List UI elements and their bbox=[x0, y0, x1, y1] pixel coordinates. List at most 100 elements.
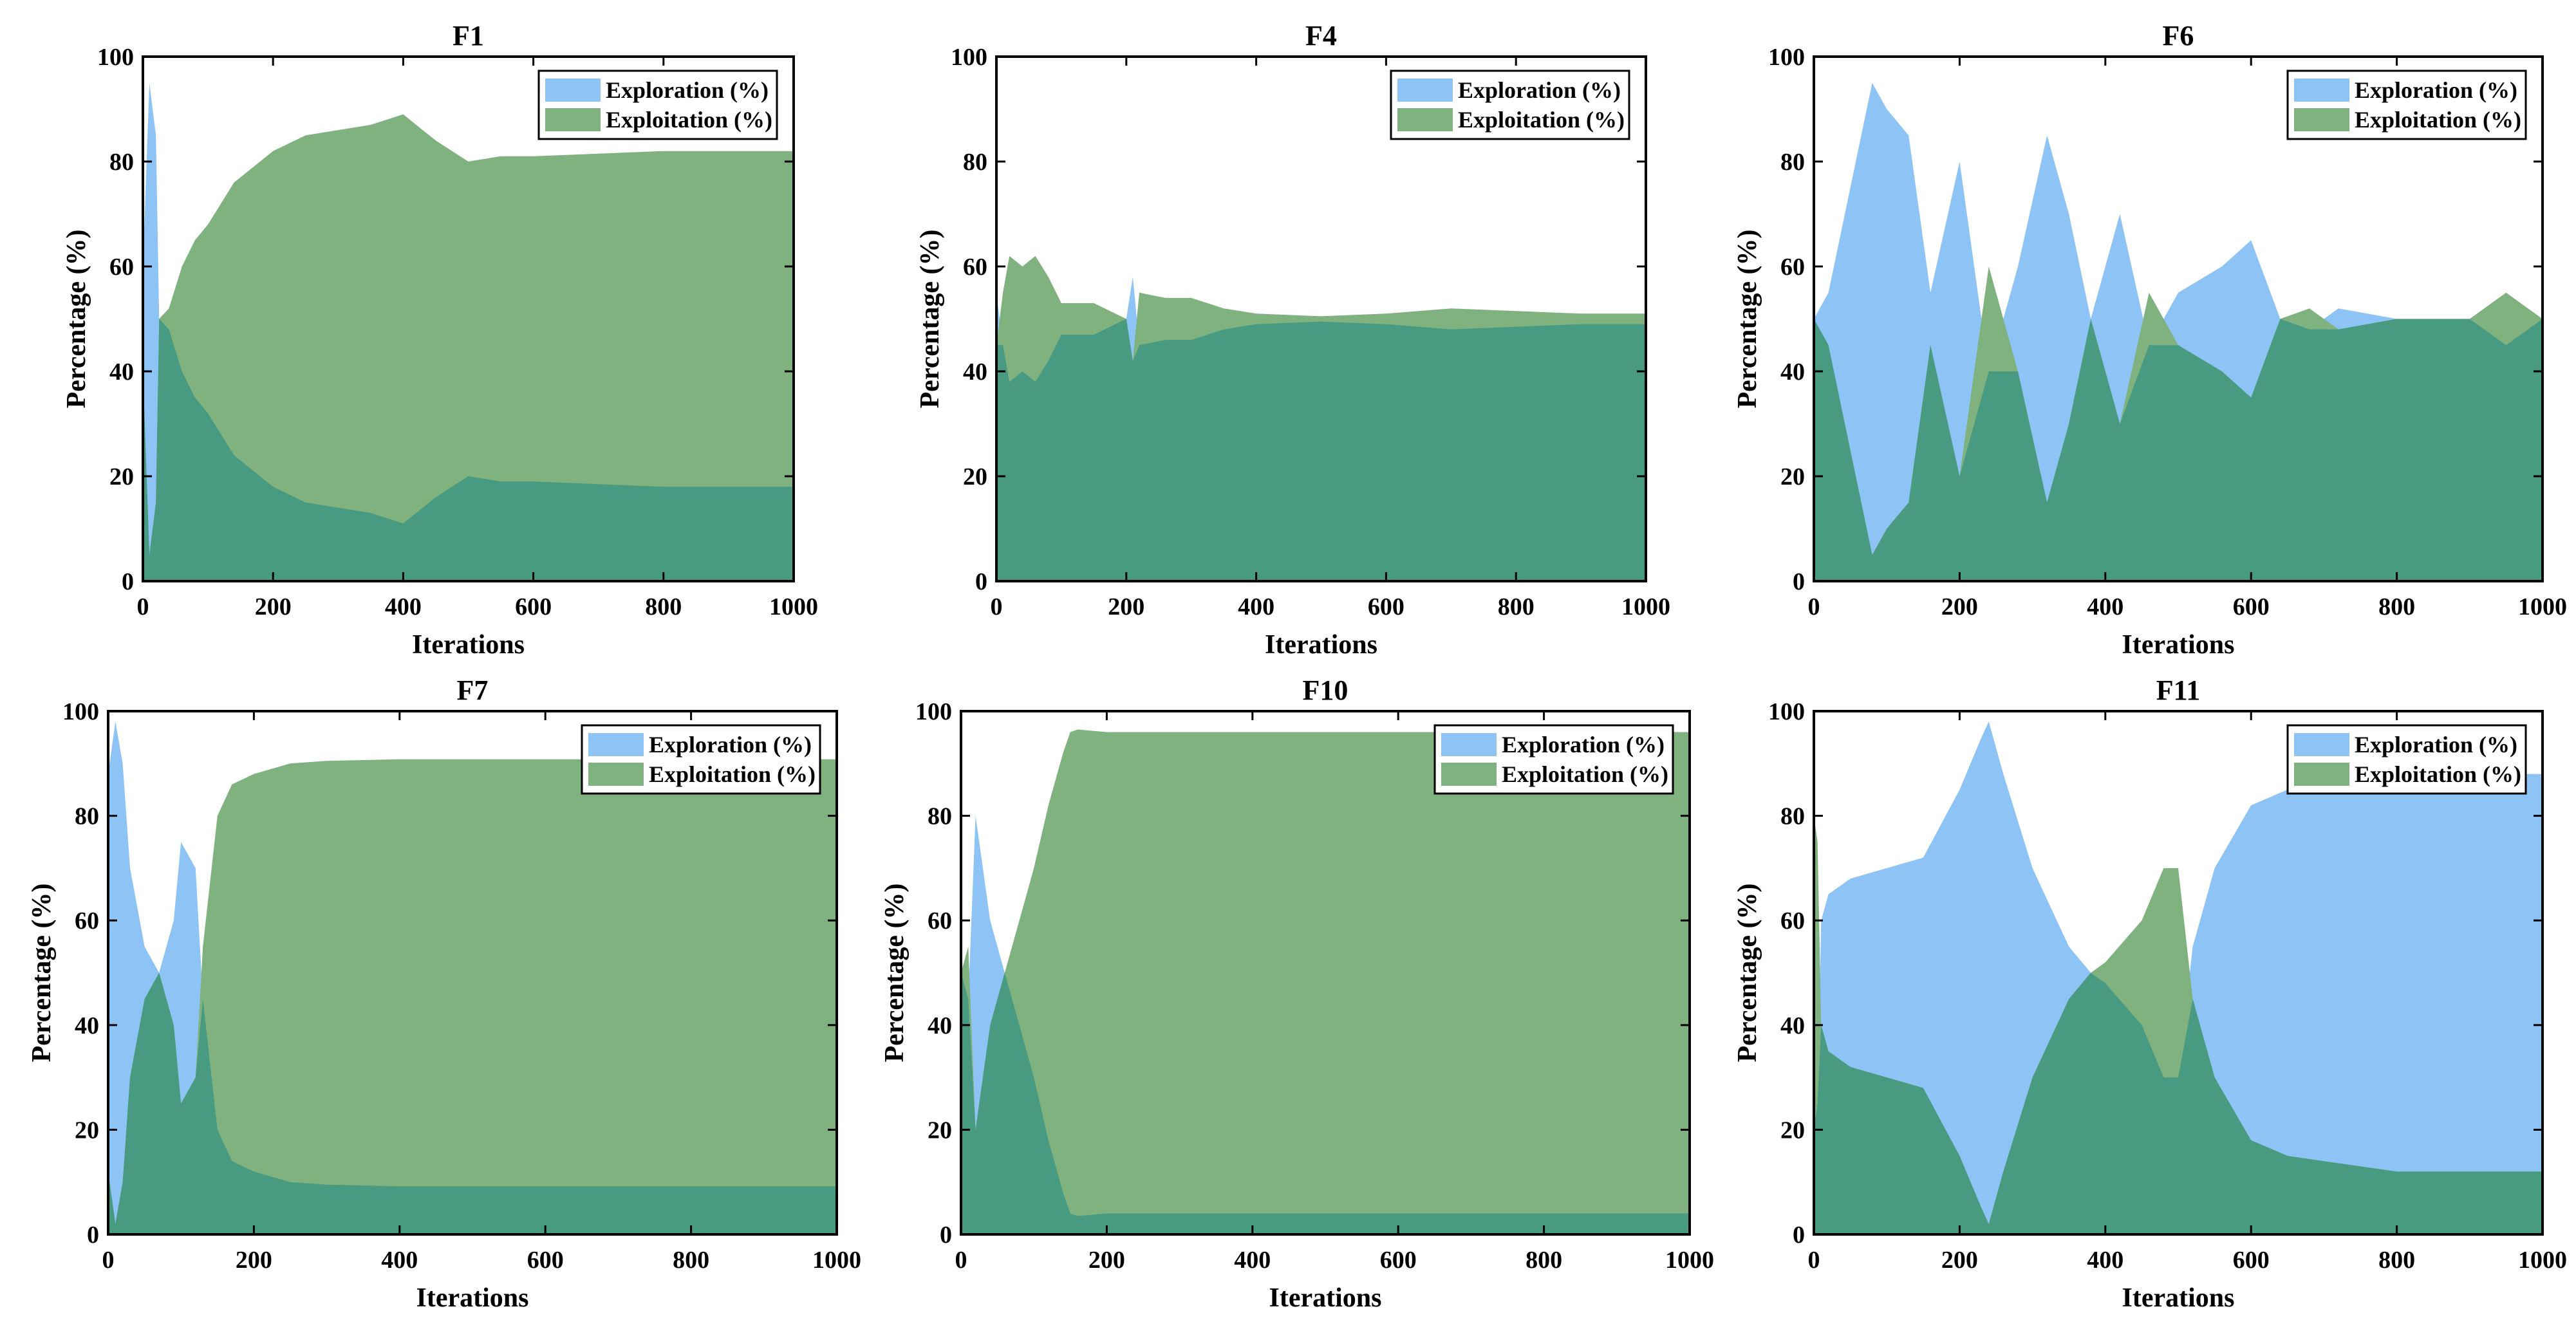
y-tick-label: 80 bbox=[1780, 149, 1805, 176]
x-tick-label: 600 bbox=[1380, 1247, 1417, 1274]
x-tick-label: 600 bbox=[1368, 593, 1405, 620]
x-tick-label: 800 bbox=[2378, 593, 2415, 620]
chart-title: F1 bbox=[453, 20, 484, 51]
chart-panel-f4: 0 200 400 600 800 1000 0 20 40 60 80 100 F4 Iteration… bbox=[915, 20, 1670, 660]
legend-entry: Exploration (%) bbox=[1458, 77, 1621, 103]
x-tick-label: 1000 bbox=[2518, 1247, 2567, 1274]
y-tick-label: 100 bbox=[62, 698, 99, 725]
y-tick-label: 80 bbox=[928, 803, 952, 830]
x-tick-label: 400 bbox=[385, 593, 422, 620]
x-tick-label: 400 bbox=[1234, 1247, 1271, 1274]
chart-title: F10 bbox=[1303, 674, 1349, 706]
y-tick-label: 20 bbox=[963, 463, 987, 490]
axes-box bbox=[1813, 710, 2544, 1236]
legend-entry: Exploitation (%) bbox=[2355, 761, 2521, 787]
legend-entry: Exploration (%) bbox=[1502, 732, 1665, 757]
overlap-area bbox=[143, 319, 794, 581]
legend-entry: Exploration (%) bbox=[2355, 77, 2517, 103]
overlap-area bbox=[1814, 972, 2543, 1234]
x-tick-label: 0 bbox=[137, 593, 149, 620]
legend-swatch bbox=[2294, 79, 2349, 102]
legend-entry: Exploitation (%) bbox=[1502, 761, 1668, 787]
y-axis-label: Percentage (%) bbox=[62, 230, 91, 409]
x-tick-label: 200 bbox=[255, 593, 292, 620]
overlap-area bbox=[108, 972, 837, 1234]
y-tick-label: 60 bbox=[963, 254, 987, 281]
y-tick-label: 0 bbox=[940, 1222, 952, 1249]
axes-box bbox=[142, 55, 795, 582]
x-tick-label: 800 bbox=[2378, 1247, 2415, 1274]
x-axis-label: Iterations bbox=[1265, 630, 1377, 660]
legend-swatch bbox=[2294, 763, 2349, 786]
x-tick-label: 0 bbox=[1808, 593, 1820, 620]
axes-box bbox=[107, 710, 838, 1236]
y-tick-label: 40 bbox=[928, 1012, 952, 1039]
x-tick-label: 1000 bbox=[1621, 593, 1670, 620]
exploitation-area bbox=[108, 759, 837, 1234]
x-tick-label: 1000 bbox=[812, 1247, 861, 1274]
x-axis-label: Iterations bbox=[2122, 630, 2235, 660]
legend-swatch bbox=[2294, 108, 2349, 131]
exploitation-area bbox=[961, 729, 1690, 1234]
y-axis-label: Percentage (%) bbox=[1733, 230, 1762, 409]
y-tick-label: 100 bbox=[1768, 44, 1805, 71]
x-tick-label: 1000 bbox=[2518, 593, 2567, 620]
x-tick-label: 200 bbox=[1088, 1247, 1125, 1274]
y-tick-label: 60 bbox=[109, 254, 134, 281]
x-tick-label: 800 bbox=[645, 593, 682, 620]
legend-swatch bbox=[545, 108, 601, 131]
y-tick-label: 20 bbox=[109, 463, 134, 490]
legend: Exploration (%) Exploitation (%) bbox=[1433, 724, 1674, 795]
y-tick-label: 100 bbox=[951, 44, 987, 71]
x-tick-label: 600 bbox=[2233, 1247, 2270, 1274]
x-axis-label: Iterations bbox=[416, 1283, 529, 1313]
y-tick-label: 20 bbox=[928, 1117, 952, 1144]
legend: Exploration (%) Exploitation (%) bbox=[1390, 70, 1630, 140]
y-tick-label: 80 bbox=[75, 803, 99, 830]
x-tick-label: 600 bbox=[2233, 593, 2270, 620]
x-tick-label: 0 bbox=[102, 1247, 115, 1274]
legend-entry: Exploration (%) bbox=[2355, 732, 2517, 757]
y-tick-label: 0 bbox=[87, 1222, 99, 1249]
x-tick-label: 1000 bbox=[769, 593, 818, 620]
x-tick-label: 0 bbox=[955, 1247, 967, 1274]
y-tick-label: 80 bbox=[109, 149, 134, 176]
x-tick-label: 200 bbox=[1941, 1247, 1978, 1274]
y-tick-label: 80 bbox=[963, 149, 987, 176]
axes-box bbox=[960, 710, 1691, 1236]
x-tick-label: 800 bbox=[1498, 593, 1535, 620]
x-tick-label: 0 bbox=[1808, 1247, 1820, 1274]
chart-title: F4 bbox=[1305, 20, 1337, 51]
legend: Exploration (%) Exploitation (%) bbox=[2286, 70, 2527, 140]
y-tick-label: 60 bbox=[75, 907, 99, 934]
y-tick-label: 80 bbox=[1780, 803, 1805, 830]
y-tick-label: 20 bbox=[1780, 1117, 1805, 1144]
x-tick-label: 0 bbox=[991, 593, 1003, 620]
x-tick-label: 800 bbox=[673, 1247, 709, 1274]
y-tick-label: 40 bbox=[109, 358, 134, 386]
y-axis-label: Percentage (%) bbox=[915, 230, 945, 409]
legend-swatch bbox=[1441, 733, 1497, 756]
legend-entry: Exploitation (%) bbox=[606, 107, 772, 133]
x-axis-label: Iterations bbox=[412, 630, 525, 660]
overlap-area bbox=[996, 319, 1646, 581]
legend-swatch bbox=[588, 733, 644, 756]
exploration-area bbox=[1814, 721, 2543, 1234]
y-tick-label: 0 bbox=[1793, 568, 1805, 595]
x-tick-label: 400 bbox=[1238, 593, 1274, 620]
legend-entry: Exploration (%) bbox=[649, 732, 812, 757]
legend: Exploration (%) Exploitation (%) bbox=[2286, 724, 2527, 795]
x-tick-label: 800 bbox=[1526, 1247, 1562, 1274]
overlap-area bbox=[961, 972, 1690, 1234]
legend-entry: Exploration (%) bbox=[606, 77, 769, 103]
y-tick-label: 20 bbox=[1780, 463, 1805, 490]
y-tick-label: 60 bbox=[928, 907, 952, 934]
x-axis-label: Iterations bbox=[1269, 1283, 1382, 1313]
legend-entry: Exploitation (%) bbox=[1458, 107, 1625, 133]
y-tick-label: 40 bbox=[1780, 1012, 1805, 1039]
legend-swatch bbox=[1397, 79, 1453, 102]
legend-entry: Exploitation (%) bbox=[2355, 107, 2521, 133]
legend-swatch bbox=[545, 79, 601, 102]
axes-box bbox=[995, 55, 1647, 582]
